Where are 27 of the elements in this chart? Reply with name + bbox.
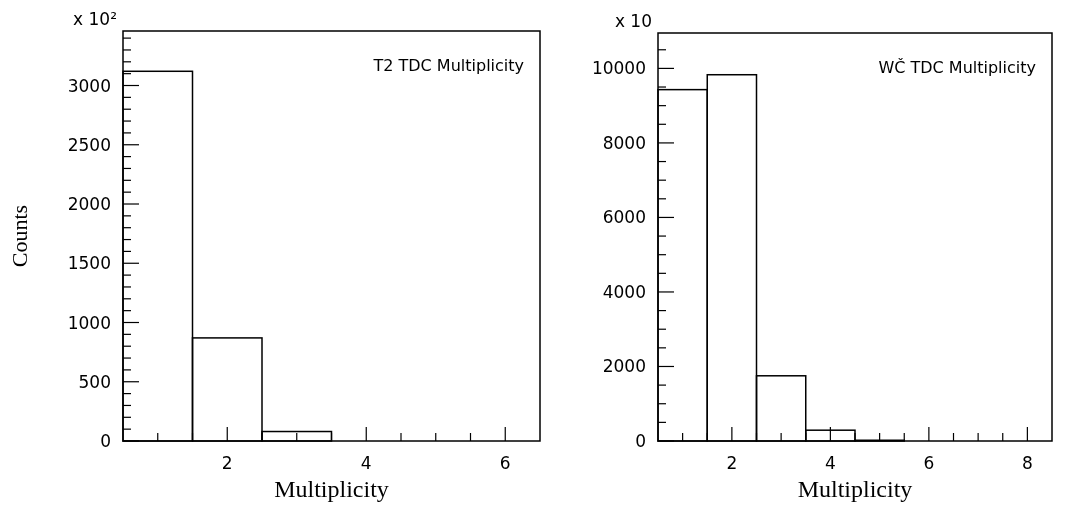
y-tick-label: 6000	[602, 207, 646, 228]
y-tick-label: 10000	[591, 58, 646, 79]
text: x 10²	[73, 9, 117, 29]
y-tick-label: 0	[100, 431, 111, 451]
y-tick-label: 4000	[602, 281, 646, 302]
x-axis-title: Multiplicity	[274, 476, 389, 502]
text: x 10	[614, 11, 652, 31]
text: WČ TDC Multiplicity	[878, 58, 1036, 77]
y-tick-label: 2000	[602, 356, 646, 377]
y-tick-label: 500	[78, 371, 111, 392]
x-axis-title: Multiplicity	[797, 476, 913, 502]
y-tick-label: 1500	[67, 253, 111, 274]
x-tick-label: 6	[923, 453, 935, 473]
y-tick-label: 1000	[67, 312, 111, 333]
y-tick-label: 2000	[67, 194, 111, 215]
x-tick-label: 2	[726, 453, 738, 473]
x-tick-label: 6	[499, 453, 511, 473]
x-tick-label: 4	[824, 453, 836, 473]
y-axis-title: Counts	[7, 204, 32, 268]
y-tick-label: 2500	[67, 134, 111, 155]
x-tick-label: 2	[221, 453, 233, 473]
x-tick-label: 8	[1021, 453, 1033, 473]
y-tick-label: 0	[635, 431, 646, 451]
y-tick-label: 8000	[602, 132, 646, 153]
x-tick-label: 4	[360, 453, 372, 473]
y-tick-label: 3000	[67, 75, 111, 96]
text: T2 TDC Multiplicity	[372, 56, 524, 75]
